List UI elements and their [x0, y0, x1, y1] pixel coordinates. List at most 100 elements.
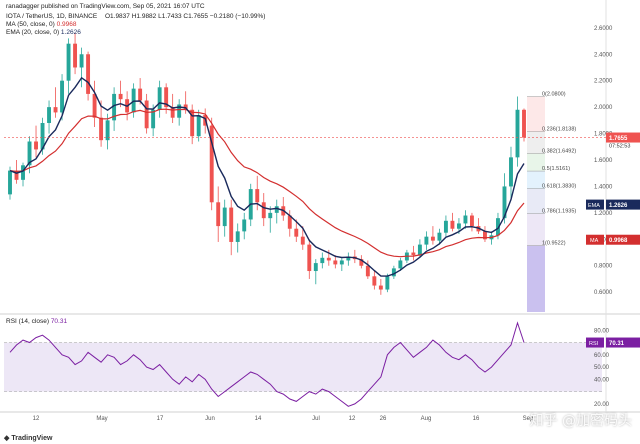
candle-body[interactable]: [385, 276, 390, 290]
candle-body[interactable]: [170, 107, 175, 118]
candle-body[interactable]: [261, 202, 266, 219]
candle-body[interactable]: [27, 141, 32, 166]
candle-body[interactable]: [391, 268, 396, 277]
candle-body[interactable]: [417, 244, 422, 256]
candle-body[interactable]: [47, 107, 51, 123]
candle-body[interactable]: [40, 122, 45, 150]
candle-body[interactable]: [112, 93, 117, 121]
rsi-tag-bg: [606, 337, 640, 348]
candle-body[interactable]: [157, 87, 162, 110]
time-tick-label: 12: [33, 416, 40, 422]
candle-body[interactable]: [463, 215, 468, 224]
candle-body[interactable]: [430, 236, 435, 241]
candle-body[interactable]: [209, 125, 214, 203]
candle-body[interactable]: [456, 223, 461, 229]
fib-level-label: 0(2.0800): [542, 92, 566, 98]
ema-legend[interactable]: EMA (20, close, 0) 1.2626: [6, 29, 81, 37]
candle-body[interactable]: [378, 285, 383, 290]
candle-body[interactable]: [359, 259, 364, 266]
candle-body[interactable]: [99, 117, 104, 141]
candle-body[interactable]: [255, 189, 260, 203]
rsi-line[interactable]: [9, 321, 525, 407]
rsi-label: RSI (14, close): [6, 318, 49, 325]
candle-body[interactable]: [73, 43, 78, 68]
candle-body[interactable]: [34, 141, 38, 150]
candle-body[interactable]: [21, 165, 25, 180]
candle-body[interactable]: [222, 207, 227, 227]
candle-body[interactable]: [177, 104, 182, 118]
time-tick-label: Aug: [421, 416, 432, 422]
candle-body[interactable]: [164, 87, 169, 108]
candle-body[interactable]: [66, 43, 71, 81]
candle-body[interactable]: [326, 257, 331, 261]
candle-body[interactable]: [53, 107, 58, 113]
candle-body[interactable]: [196, 115, 201, 137]
candle-body[interactable]: [274, 206, 279, 213]
candle-body[interactable]: [79, 54, 84, 68]
candle-body[interactable]: [502, 186, 507, 219]
candle-body[interactable]: [60, 80, 65, 113]
candle-body[interactable]: [144, 100, 149, 129]
candle-body[interactable]: [320, 257, 325, 264]
rsi-legend[interactable]: RSI (14, close) 70.31: [6, 318, 67, 326]
ma-tag-label: MA: [590, 238, 599, 244]
candle-body[interactable]: [437, 232, 442, 241]
candle-body[interactable]: [424, 236, 429, 245]
candle-body[interactable]: [365, 265, 370, 277]
candle-body[interactable]: [313, 263, 318, 272]
candle-body[interactable]: [450, 220, 455, 229]
candle-body[interactable]: [151, 109, 156, 129]
candle-body[interactable]: [300, 236, 305, 245]
ma-legend[interactable]: MA (50, close, 0) 0.9968: [6, 21, 76, 29]
candle-body[interactable]: [339, 260, 344, 265]
time-tick-label: 26: [380, 416, 387, 422]
candle-body[interactable]: [307, 244, 312, 272]
candle-body[interactable]: [515, 109, 520, 158]
rsi-tag-key: [586, 337, 604, 348]
candle-body[interactable]: [268, 212, 273, 219]
candle-body[interactable]: [216, 202, 221, 227]
candle-body[interactable]: [346, 256, 351, 261]
ema-20-line[interactable]: [9, 76, 525, 277]
candle-body[interactable]: [372, 276, 377, 286]
candle-body[interactable]: [469, 215, 474, 227]
rsi-tag-label: RSI: [589, 341, 599, 347]
candle-body[interactable]: [443, 220, 448, 233]
candle-body[interactable]: [333, 260, 338, 265]
price-tick-label: 1.6000: [594, 158, 613, 164]
candle-body[interactable]: [398, 260, 403, 269]
ma-50-line[interactable]: [9, 108, 525, 258]
candle-body[interactable]: [190, 109, 195, 137]
candle-body[interactable]: [496, 218, 500, 236]
candle-body[interactable]: [118, 93, 123, 100]
candle-body[interactable]: [92, 93, 97, 118]
candle-body[interactable]: [509, 157, 513, 187]
candle-body[interactable]: [86, 54, 91, 94]
ema-label: EMA (20, close, 0): [6, 29, 60, 36]
candle-body[interactable]: [235, 231, 240, 242]
time-tick-label: 14: [255, 416, 262, 422]
fib-zone: [527, 153, 545, 172]
tradingview-logo[interactable]: ◆ TradingView: [4, 434, 52, 442]
ema-tag-key: [586, 199, 604, 210]
time-tick-label: May: [96, 416, 107, 422]
time-tick-label: Jul: [312, 416, 320, 422]
candle-body[interactable]: [14, 170, 19, 180]
candle-body[interactable]: [229, 207, 234, 242]
symbol-name[interactable]: IOTA / TetherUS, 1D, BINANCE: [6, 13, 98, 20]
candle-body[interactable]: [294, 228, 299, 237]
tradingview-logo-text: TradingView: [11, 435, 53, 442]
candle-body[interactable]: [483, 231, 487, 240]
time-tick-label: 12: [349, 416, 356, 422]
candle-body[interactable]: [411, 252, 416, 256]
candle-body[interactable]: [105, 120, 110, 141]
candle-body[interactable]: [8, 170, 12, 195]
fib-level-label: 0.5(1.5161): [542, 166, 570, 172]
fib-level-label: 1(0.9522): [542, 241, 566, 247]
candle-body[interactable]: [242, 219, 247, 232]
candle-body[interactable]: [287, 215, 292, 229]
fib-zone: [527, 188, 545, 214]
candle-body[interactable]: [522, 109, 526, 138]
candle-body[interactable]: [138, 88, 143, 101]
